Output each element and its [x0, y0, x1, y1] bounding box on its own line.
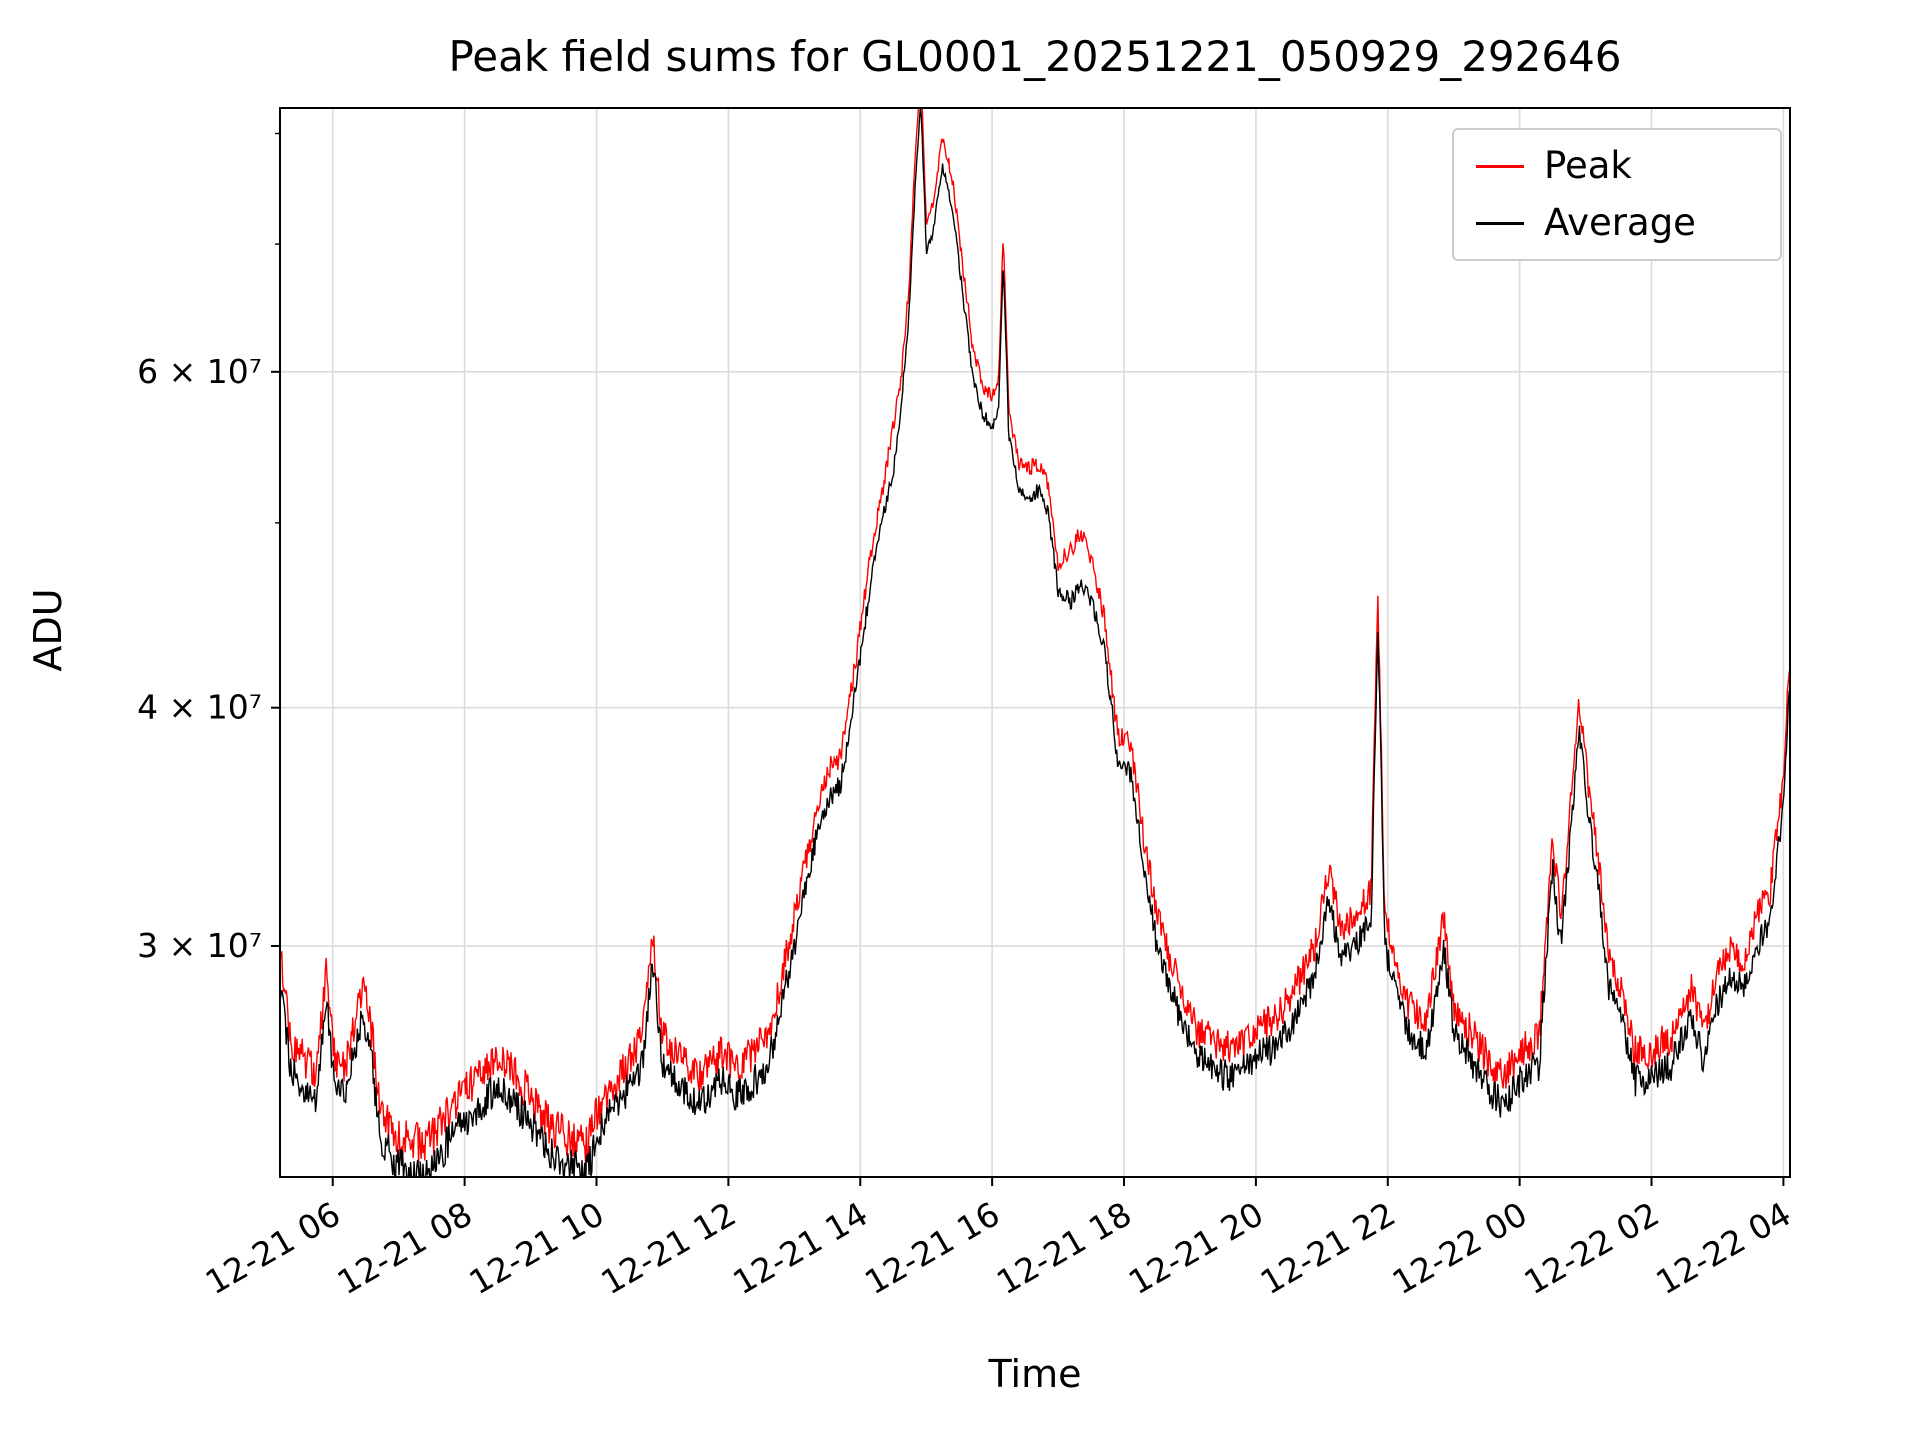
x-axis-label: Time: [988, 1352, 1082, 1396]
x-tick-label: 12-21 06: [199, 1194, 347, 1302]
x-tick-label: 12-21 20: [1122, 1194, 1270, 1302]
plot-background: [280, 108, 1790, 1177]
y-tick-label: 3 × 10⁷: [137, 926, 262, 965]
average-line-swatch: [1476, 221, 1524, 225]
series-group: [280, 108, 1790, 1177]
y-tick-label: 6 × 10⁷: [137, 352, 262, 391]
legend-label-peak: Peak: [1544, 144, 1632, 187]
y-axis-label: ADU: [26, 588, 70, 672]
legend-entry-peak: Peak: [1476, 144, 1758, 187]
legend-entry-average: Average: [1476, 200, 1758, 244]
y-tick-label: 4 × 10⁷: [137, 688, 262, 727]
peak-line: [280, 108, 1790, 1165]
chart-title: Peak field sums for GL0001_20251221_0509…: [448, 32, 1622, 81]
x-tick-label: 12-22 00: [1386, 1194, 1534, 1302]
peak-line-swatch: [1476, 164, 1524, 168]
axes-frame: [279, 107, 1791, 1178]
x-tick-label: 12-21 08: [331, 1194, 479, 1302]
gridlines: [280, 108, 1790, 1177]
x-tick-label: 12-21 12: [594, 1194, 742, 1302]
x-tick-label: 12-21 10: [463, 1194, 611, 1302]
legend-label-average: Average: [1544, 200, 1696, 244]
x-tick-label: 12-21 14: [726, 1194, 874, 1302]
x-tick-label: 12-22 02: [1518, 1194, 1666, 1302]
legend: Peak Average: [1452, 128, 1782, 262]
x-tick-label: 12-21 18: [990, 1194, 1138, 1302]
x-tick-label: 12-21 16: [858, 1194, 1006, 1302]
x-tick-label: 12-21 22: [1254, 1194, 1402, 1302]
average-line: [280, 108, 1790, 1177]
x-tick-label: 12-22 04: [1649, 1194, 1797, 1302]
tick-marks: [271, 132, 1785, 1186]
